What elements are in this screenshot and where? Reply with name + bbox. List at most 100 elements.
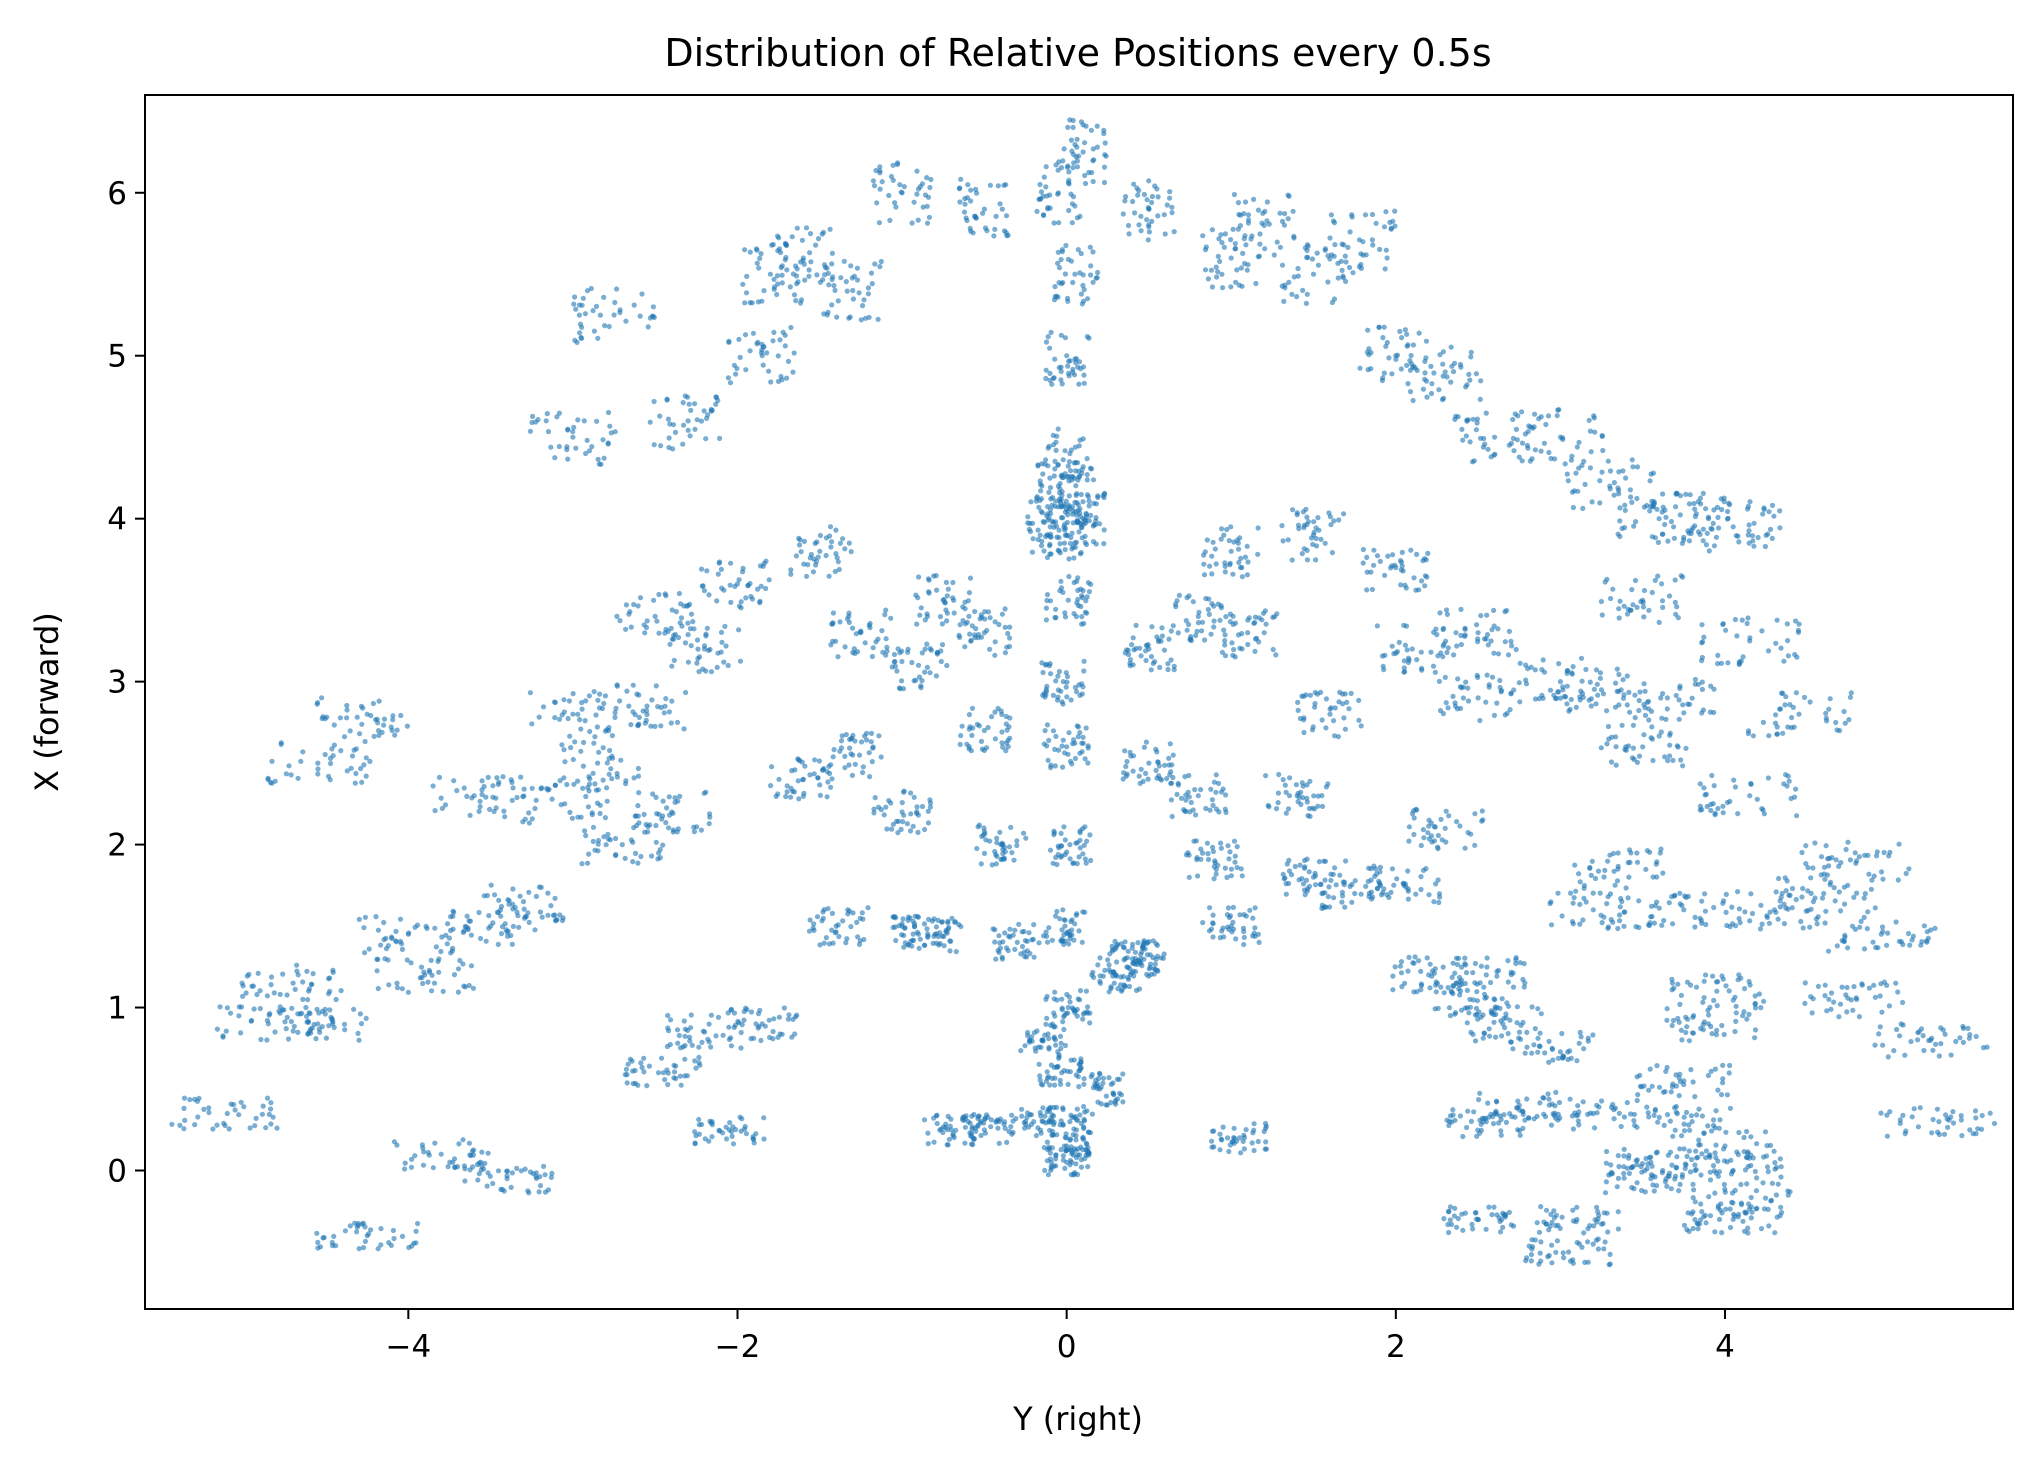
scatter-point [1221,627,1227,633]
scatter-point [940,1129,946,1136]
scatter-point [1036,504,1042,510]
scatter-point [1148,667,1154,673]
scatter-point [442,802,449,808]
scatter-point [725,375,732,381]
scatter-point [825,779,831,785]
scatter-point [674,719,681,726]
scatter-point [999,856,1005,862]
scatter-point [1574,1204,1580,1210]
scatter-point [1390,973,1396,979]
scatter-point [1695,1226,1701,1232]
scatter-point [1228,548,1234,554]
scatter-point [1222,653,1229,659]
scatter-point [911,199,917,205]
scatter-point [1122,198,1128,204]
scatter-point [1446,1122,1452,1129]
scatter-point [1069,761,1075,767]
scatter-point [1048,496,1054,502]
scatter-point [830,274,836,280]
scatter-point [1711,543,1717,549]
scatter-point [969,705,976,711]
scatter-point [1326,884,1332,890]
scatter-point [1528,664,1534,670]
scatter-point [315,1245,321,1251]
scatter-point [462,1178,468,1184]
scatter-point [432,925,438,931]
scatter-point [740,281,746,287]
scatter-point [1569,453,1575,459]
scatter-point [992,939,998,945]
scatter-point [1383,343,1389,349]
scatter-point [1445,705,1451,711]
scatter-point [700,1028,706,1034]
scatter-point [1056,265,1063,271]
scatter-point [1230,226,1236,232]
scatter-point [1232,241,1238,247]
scatter-point [848,924,854,930]
scatter-point [1235,200,1241,206]
scatter-point [1789,714,1795,721]
scatter-point [888,615,894,621]
scatter-point [1303,877,1310,883]
scatter-point [1696,1142,1702,1148]
scatter-point [1312,873,1319,879]
scatter-point [1886,1003,1892,1009]
scatter-point [1407,358,1413,364]
scatter-point [1471,458,1477,464]
scatter-point [1062,335,1068,341]
scatter-point [1464,1020,1470,1026]
scatter-point [963,215,969,221]
scatter-point [1868,886,1874,892]
scatter-point [850,910,856,916]
scatter-point [1165,661,1171,667]
scatter-point [1754,796,1760,802]
scatter-point [848,751,854,757]
scatter-point [919,803,926,810]
scatter-point [1741,1134,1747,1141]
scatter-point [490,920,496,926]
scatter-point [1037,1077,1043,1083]
scatter-point [601,834,607,840]
scatter-point [1712,1066,1718,1072]
scatter-point [1331,518,1337,524]
scatter-point [1071,737,1077,743]
scatter-point [432,1140,438,1146]
scatter-point [1405,655,1412,661]
scatter-point [1299,551,1305,557]
scatter-point [1598,687,1605,693]
scatter-point [1304,557,1311,563]
scatter-point [1029,937,1035,943]
scatter-point [329,746,335,752]
scatter-point [1285,537,1291,543]
scatter-point [1737,920,1743,926]
scatter-point [728,599,734,606]
scatter-point [1062,1042,1068,1049]
scatter-point [1118,974,1124,980]
scatter-point [1713,1170,1719,1176]
scatter-point [356,1037,362,1043]
scatter-point [1708,1068,1714,1074]
scatter-point [1232,246,1238,252]
scatter-point [1851,984,1857,990]
scatter-point [1225,1135,1231,1141]
scatter-point [973,1128,979,1134]
scatter-point [1345,244,1351,250]
scatter-point [1715,652,1721,659]
scatter-point [1239,574,1245,580]
scatter-point [484,1183,490,1189]
scatter-point [925,820,932,826]
scatter-point [554,414,560,420]
scatter-point [850,296,857,302]
scatter-point [1064,519,1070,526]
scatter-point [363,1015,369,1022]
scatter-point [821,940,827,946]
scatter-point [1132,210,1138,216]
scatter-point [1384,255,1390,261]
scatter-point [1095,1099,1101,1105]
scatter-point [1380,335,1386,341]
scatter-point [793,553,800,559]
scatter-point [1677,1146,1683,1152]
scatter-point [352,780,358,786]
scatter-point [1003,945,1010,951]
scatter-point [1222,865,1228,871]
